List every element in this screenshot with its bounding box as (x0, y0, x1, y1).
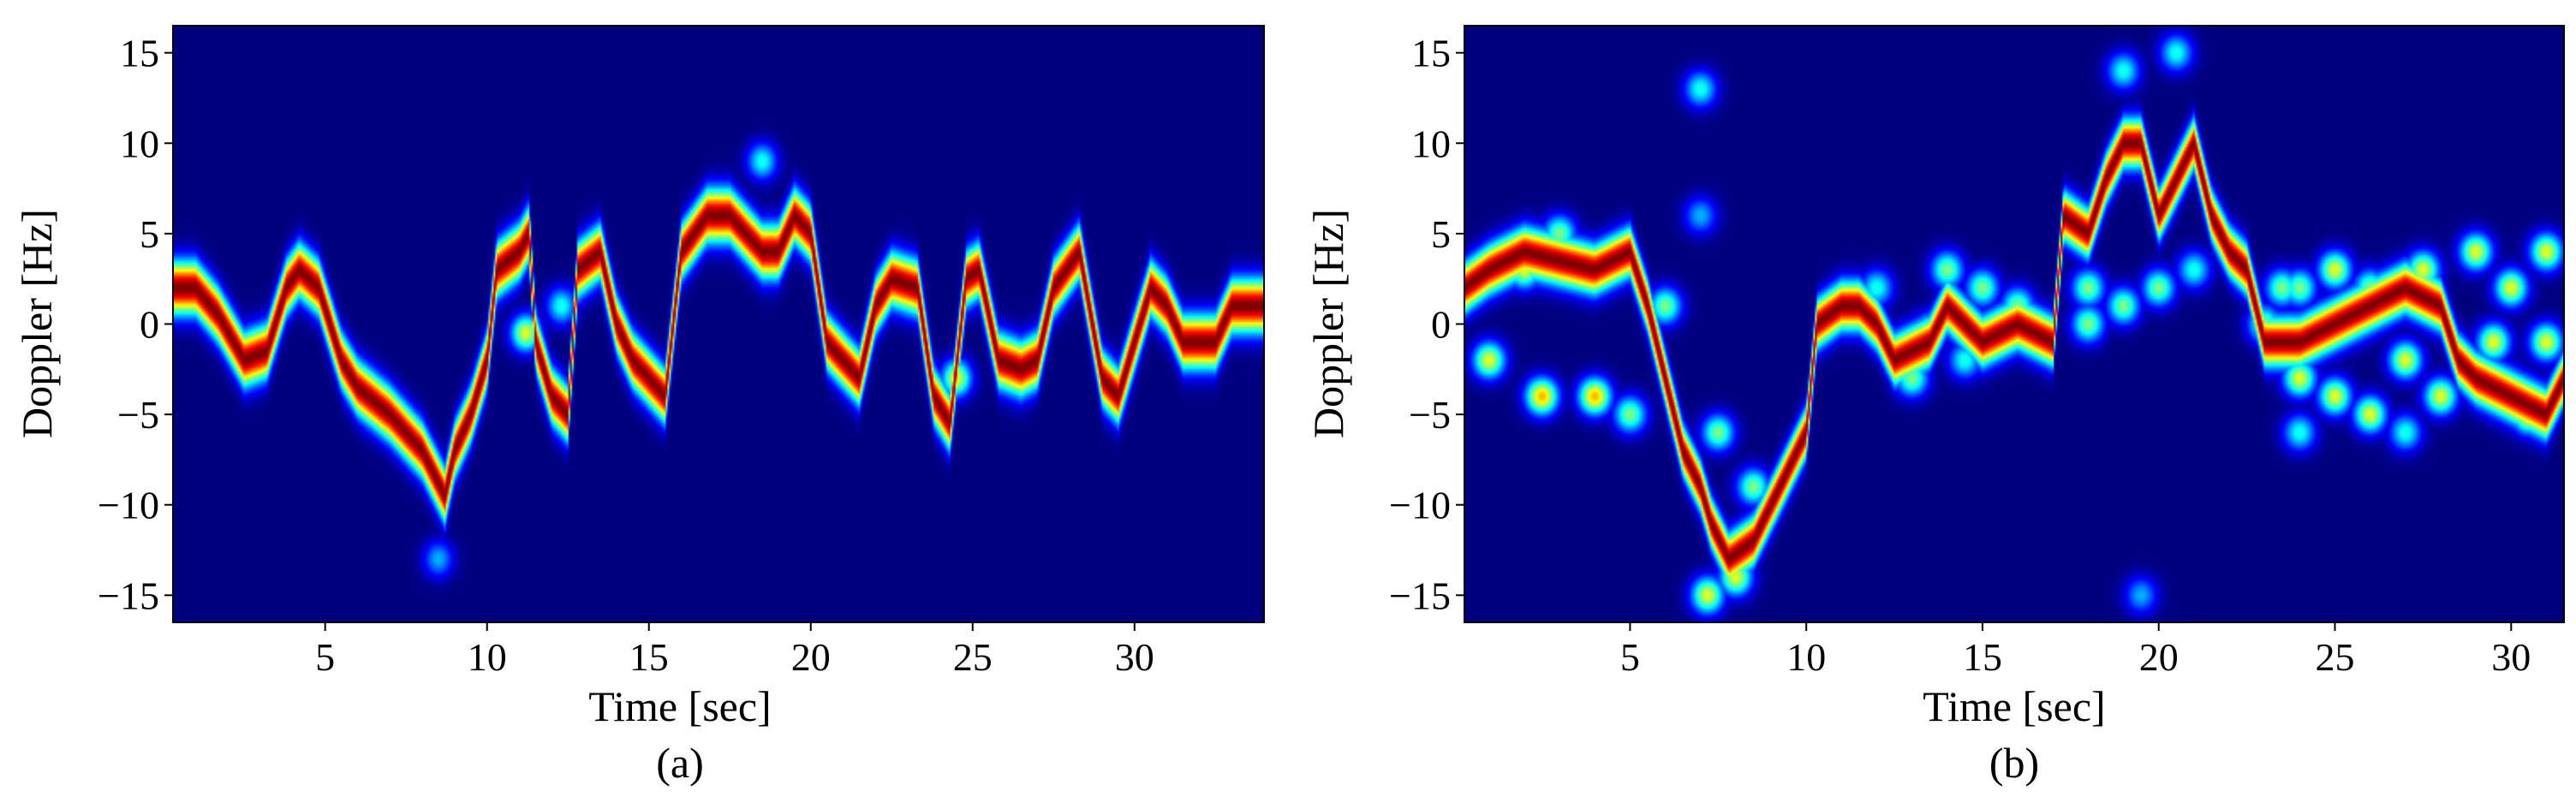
spectrogram-image-a (173, 26, 1264, 622)
y-ticks-b: 15 10 5 0 −5 −10 −15 (1389, 32, 1464, 617)
x-tick-label: 5 (315, 635, 335, 679)
y-tick-label: 0 (140, 303, 159, 347)
x-tick-label: 15 (629, 635, 669, 679)
y-tick-label: 0 (1431, 303, 1451, 347)
heatmap-b (1464, 26, 2564, 622)
y-tick-label: −10 (98, 484, 159, 527)
y-tick-label: −5 (117, 393, 159, 437)
y-ticks-a: 15 10 5 0 −5 −10 −15 (98, 32, 173, 617)
y-tick-label: 5 (1431, 212, 1451, 256)
x-tick-label: 30 (1115, 635, 1154, 679)
y-tick-label: −5 (1409, 393, 1451, 437)
x-tick-label: 25 (2316, 635, 2355, 679)
y-tick-label: 15 (120, 32, 159, 75)
x-tick-label: 10 (1786, 635, 1826, 679)
x-tick-label: 10 (468, 635, 507, 679)
caption-b: (b) (1989, 739, 2039, 787)
x-axis-label-a: Time [sec] (588, 682, 771, 730)
y-axis-label-a: Doppler [Hz] (13, 209, 61, 438)
spectrogram-image-b (1464, 26, 2564, 622)
y-tick-label: −15 (98, 574, 159, 617)
y-tick-label: 15 (1411, 32, 1451, 75)
x-tick-label: 5 (1620, 635, 1640, 679)
x-ticks-b: 5 10 15 20 25 30 (1620, 622, 2531, 679)
y-tick-label: 10 (1411, 122, 1451, 165)
x-tick-label: 20 (791, 635, 831, 679)
x-ticks-a: 5 10 15 20 25 30 (315, 622, 1154, 679)
x-axis-label-b: Time [sec] (1923, 682, 2105, 730)
caption-a: (a) (656, 739, 704, 787)
y-tick-label: −10 (1389, 484, 1451, 527)
x-tick-label: 25 (953, 635, 993, 679)
y-axis-label-b: Doppler [Hz] (1304, 209, 1352, 438)
x-tick-label: 20 (2139, 635, 2179, 679)
y-tick-label: 5 (140, 212, 159, 256)
heatmap-a (173, 26, 1264, 622)
x-tick-label: 15 (1963, 635, 2002, 679)
y-tick-label: 10 (120, 122, 159, 165)
y-tick-label: −15 (1389, 574, 1451, 617)
x-tick-label: 30 (2491, 635, 2531, 679)
